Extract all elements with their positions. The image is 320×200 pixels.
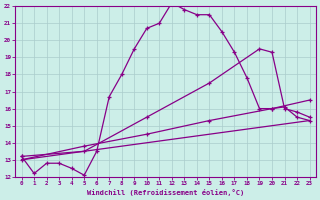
X-axis label: Windchill (Refroidissement éolien,°C): Windchill (Refroidissement éolien,°C) [87,189,244,196]
